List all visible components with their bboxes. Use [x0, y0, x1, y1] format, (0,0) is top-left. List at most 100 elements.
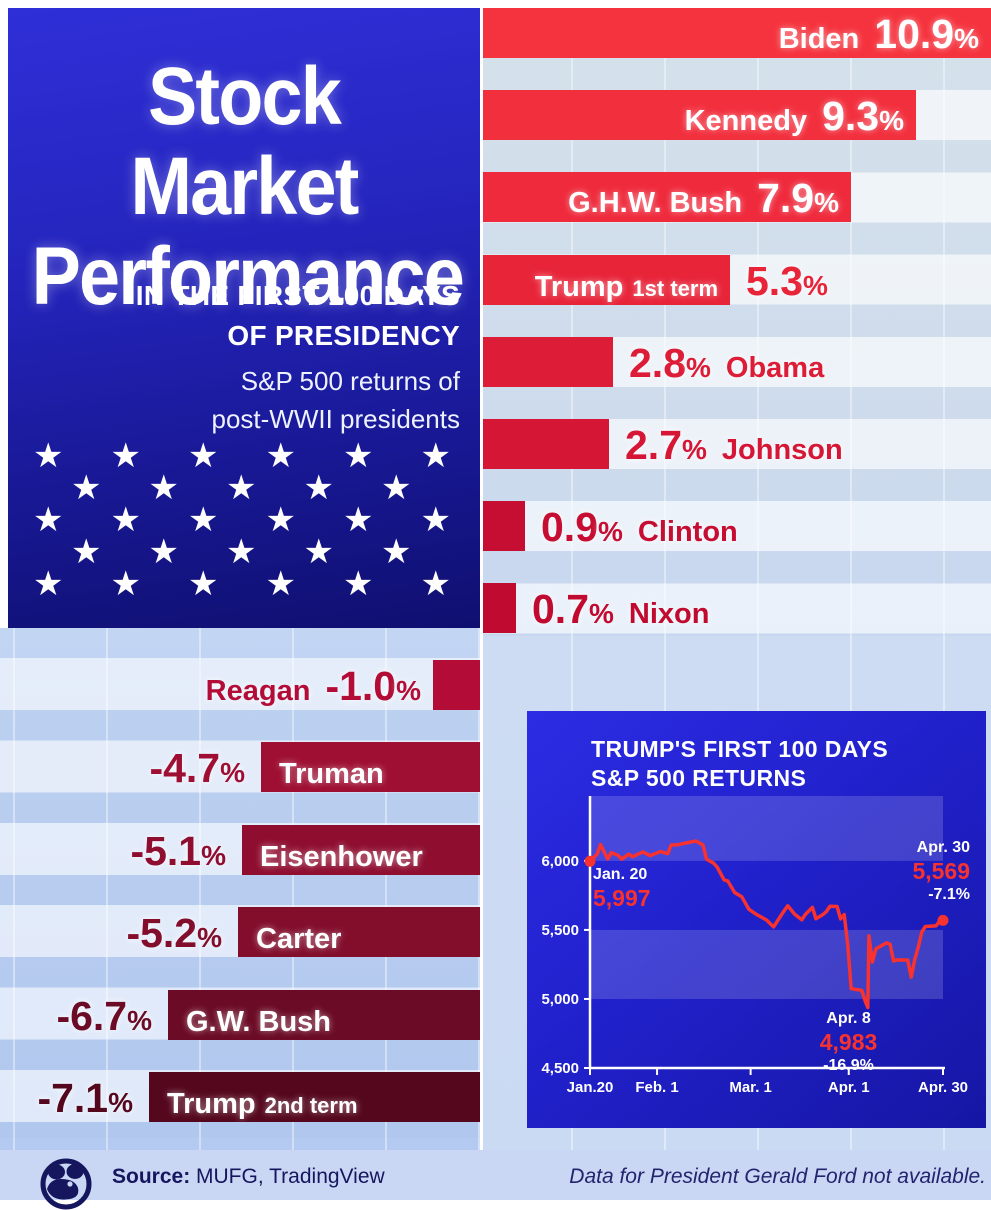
- flag-stripes: [0, 658, 480, 1138]
- x-tick-label: Jan.20: [567, 1079, 614, 1096]
- annotation-date: Apr. 8: [826, 1010, 871, 1027]
- bar-name-label: Trump 2nd term: [167, 1088, 358, 1120]
- footnote: Data for President Gerald Ford not avail…: [569, 1165, 986, 1188]
- x-tick-label: Feb. 1: [635, 1079, 678, 1096]
- page-title-line2: Performance: [31, 231, 465, 322]
- page-subtitle-line1: IN THE FIRST 100 DAYS: [135, 280, 460, 311]
- bar-label: Biden 10.9%: [778, 11, 979, 57]
- negative-bars: Reagan -1.0% Truman -4.7% Eisenhower -5.1% Car…: [0, 628, 480, 1150]
- end-point-dot: [937, 914, 949, 926]
- flag-star-icon: ★: [343, 437, 374, 475]
- bar-value-label: -7.1%: [37, 1075, 133, 1121]
- flag-star-icon: ★: [188, 437, 219, 475]
- y-tick-label: 6,000: [541, 853, 579, 870]
- flag-star-icon: ★: [226, 469, 257, 507]
- bar-label: G.H.W. Bush 7.9%: [568, 175, 839, 222]
- bar-row-reagan: Reagan -1.0%: [0, 660, 480, 710]
- flag-star-icon: ★: [420, 501, 451, 539]
- source-label: Source:: [112, 1165, 191, 1188]
- positive-bars: Biden 10.9% Kennedy 9.3% G.H.W. Bush 7.9% Trum…: [483, 8, 991, 640]
- flag-star-icon: ★: [110, 501, 141, 539]
- chart-description: S&P 500 returns of post-WWII presidents: [211, 362, 460, 438]
- y-tick-label: 5,500: [541, 922, 579, 939]
- annotation-value: 5,997: [593, 885, 651, 911]
- annotation-apr8: Apr. 8 4,983 -16.9%: [781, 1007, 916, 1074]
- bar-row-trump-2nd-term: Trump 2nd term -7.1%: [0, 1072, 480, 1122]
- bar-segment: Truman: [261, 742, 480, 793]
- chart-description-line1: S&P 500 returns of: [240, 366, 460, 396]
- flag-star-icon: ★: [71, 469, 102, 507]
- flag-star-icon: ★: [381, 469, 412, 507]
- annotation-date: Jan. 20: [593, 866, 648, 883]
- annotation-percent: -7.1%: [928, 886, 970, 903]
- flag-star-icon: ★: [265, 437, 296, 475]
- flag-star-icon: ★: [33, 565, 64, 603]
- bar-value-label: -5.1%: [130, 827, 226, 874]
- bar-segment: Trump 1st term: [483, 254, 730, 305]
- bar-label: 2.8% Obama: [629, 339, 825, 386]
- x-tick-label: Mar. 1: [729, 1079, 772, 1096]
- flag-star-icon: ★: [303, 533, 334, 571]
- bar-name-label: Eisenhower: [260, 840, 423, 873]
- page-subtitle-line2: OF PRESIDENCY: [227, 320, 460, 351]
- page-subtitle: IN THE FIRST 100 DAYS OF PRESIDENCY: [136, 276, 460, 356]
- y-tick-label: 5,000: [541, 991, 579, 1008]
- source-credit: Source: MUFG, TradingView: [112, 1165, 385, 1189]
- flag-star-icon: ★: [110, 565, 141, 603]
- bar-name-label: Truman: [279, 758, 384, 791]
- page-title: Stock Market Performance: [31, 51, 465, 322]
- bar-row-g-h-w-bush: G.H.W. Bush 7.9%: [483, 172, 991, 223]
- bar-label: 0.7% Nixon: [532, 586, 710, 633]
- flag-star-icon: ★: [33, 437, 64, 475]
- x-tick-label: Apr. 30: [918, 1079, 968, 1096]
- flag-star-icon: ★: [71, 533, 102, 571]
- flag-star-icon: ★: [226, 533, 257, 571]
- page-title-line1: Stock Market: [130, 51, 359, 232]
- flag-star-icon: ★: [110, 437, 141, 475]
- flag-star-icon: ★: [188, 501, 219, 539]
- line-chart-title-line2: S&P 500 RETURNS: [591, 765, 807, 791]
- annotation-jan20: Jan. 20 5,997: [593, 863, 651, 910]
- flag-star-icon: ★: [148, 533, 179, 571]
- bar-value-label: -6.7%: [56, 992, 152, 1039]
- bar-value-label: -5.2%: [126, 910, 222, 957]
- x-tick-label: Apr. 1: [828, 1079, 870, 1096]
- bar-row-nixon: 0.7% Nixon: [483, 583, 991, 634]
- source-value: MUFG, TradingView: [190, 1165, 385, 1188]
- sp500-line-chart: 6,000 5,500 5,000 4,500 Jan.20 Feb. 1 Mar. 1 Ap…: [541, 796, 968, 1096]
- bar-label: 2.7% Johnson: [625, 422, 843, 468]
- bar-row-eisenhower: Eisenhower -5.1%: [0, 824, 480, 875]
- flag-star-field: ★ ★ ★ ★ ★ ★ ★ ★ ★ ★ ★ ★ ★ ★ ★ ★ ★ ★ ★ ★ ★ ★ ★ ★ ★ ★ ★ ★: [8, 8, 480, 628]
- plot-band: [590, 796, 943, 861]
- annotation-value: 4,983: [819, 1029, 878, 1055]
- bar-value-label: 5.3%: [746, 257, 828, 304]
- chart-description-line2: post-WWII presidents: [211, 404, 460, 434]
- flag-star-icon: ★: [381, 533, 412, 571]
- flag-star-icon: ★: [303, 469, 334, 507]
- bar-row-truman: Truman -4.7%: [0, 742, 480, 793]
- sp500-price-line: [588, 839, 945, 1010]
- flag-star-icon: ★: [188, 565, 219, 603]
- title-panel: Stock Market Performance IN THE FIRST 10…: [8, 8, 480, 628]
- bar-segment: [483, 583, 516, 634]
- bar-segment: Biden 10.9%: [483, 8, 991, 58]
- annotation-value: 5,569: [912, 858, 970, 884]
- bar-row-johnson: 2.7% Johnson: [483, 419, 991, 469]
- bar-label: 0.9% Clinton: [541, 504, 738, 551]
- bar-row-kennedy: Kennedy 9.3%: [483, 90, 991, 141]
- bar-segment: [483, 419, 609, 469]
- bar-segment: Trump 2nd term: [149, 1072, 480, 1122]
- bar-segment: Kennedy 9.3%: [483, 90, 916, 141]
- flag-star-icon: ★: [343, 501, 374, 539]
- voronoi-logo-icon: [40, 1158, 92, 1210]
- start-point-dot: [584, 855, 596, 867]
- bar-segment: [483, 336, 613, 387]
- footer: Source: MUFG, TradingView Data for Presi…: [0, 1150, 991, 1210]
- bar-name-label: Carter: [256, 923, 342, 956]
- flag-star-icon: ★: [343, 565, 374, 603]
- bar-segment: [433, 660, 480, 710]
- bar-segment: [483, 501, 525, 552]
- flag-star-icon: ★: [265, 565, 296, 603]
- bar-name-label: G.W. Bush: [186, 1005, 331, 1038]
- bar-name-label: Trump 1st term: [534, 270, 718, 303]
